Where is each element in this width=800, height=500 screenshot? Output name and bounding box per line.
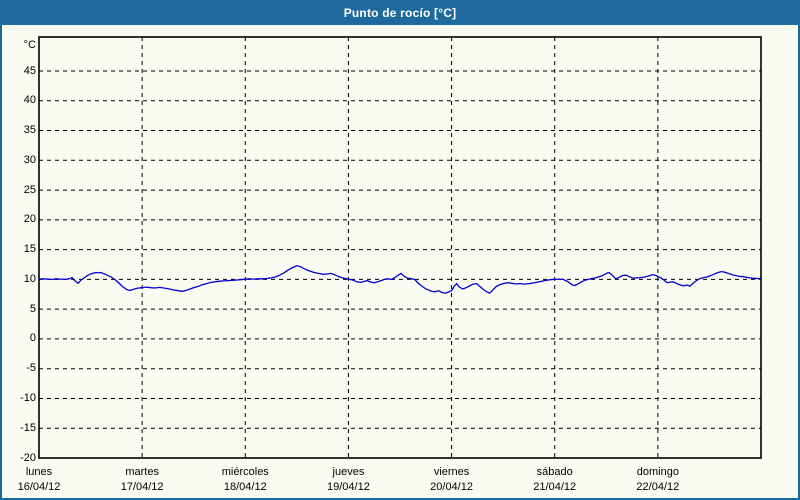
x-day-label-jueves: jueves 19/04/12 bbox=[327, 465, 370, 495]
day-date: 16/04/12 bbox=[17, 481, 61, 493]
y-tick-label-25: 25 bbox=[23, 183, 36, 196]
day-date: 20/04/12 bbox=[430, 481, 473, 493]
x-day-label-domingo: domingo 22/04/12 bbox=[636, 465, 679, 495]
day-name: sábado bbox=[536, 466, 573, 478]
y-tick-label-10: 10 bbox=[23, 272, 36, 285]
y-tick-label-45: 45 bbox=[23, 64, 36, 77]
y-tick-label-40: 40 bbox=[23, 94, 36, 107]
x-day-label-lunes: lunes 16/04/12 bbox=[18, 465, 61, 495]
chart-title-bar: Punto de rocío [°C] bbox=[0, 0, 800, 25]
day-date: 19/04/12 bbox=[327, 481, 370, 493]
day-date: 17/04/12 bbox=[120, 481, 164, 493]
y-tick-label--10: -10 bbox=[20, 391, 36, 404]
plot-frame bbox=[38, 36, 762, 459]
dew-point-line bbox=[38, 265, 762, 294]
day-date: 22/04/12 bbox=[636, 481, 680, 493]
y-tick-label-5: 5 bbox=[29, 302, 36, 315]
y-axis-unit-label: °C bbox=[23, 39, 36, 51]
y-tick-label-20: 20 bbox=[23, 213, 36, 226]
day-name: jueves bbox=[332, 466, 365, 478]
x-day-label-sábado: sábado 21/04/12 bbox=[533, 465, 576, 495]
y-tick-label-0: 0 bbox=[29, 332, 36, 345]
x-day-label-viernes: viernes 20/04/12 bbox=[430, 465, 473, 495]
day-name: domingo bbox=[636, 466, 679, 478]
y-tick-label-15: 15 bbox=[23, 243, 36, 256]
day-name: miércoles bbox=[221, 466, 269, 478]
day-name: viernes bbox=[433, 466, 470, 478]
y-tick-label--20: -20 bbox=[20, 451, 36, 464]
y-tick-label--15: -15 bbox=[20, 421, 36, 434]
day-name: lunes bbox=[25, 466, 53, 478]
x-day-label-miércoles: miércoles 18/04/12 bbox=[222, 465, 269, 495]
day-date: 21/04/12 bbox=[533, 481, 577, 493]
chart-title: Punto de rocío [°C] bbox=[343, 5, 457, 20]
day-date: 18/04/12 bbox=[223, 481, 267, 493]
y-tick-label-35: 35 bbox=[23, 124, 36, 137]
y-tick-label--5: -5 bbox=[26, 362, 36, 375]
y-tick-label-30: 30 bbox=[23, 153, 36, 166]
x-day-label-martes: martes 17/04/12 bbox=[121, 465, 164, 495]
day-name: martes bbox=[125, 466, 159, 478]
